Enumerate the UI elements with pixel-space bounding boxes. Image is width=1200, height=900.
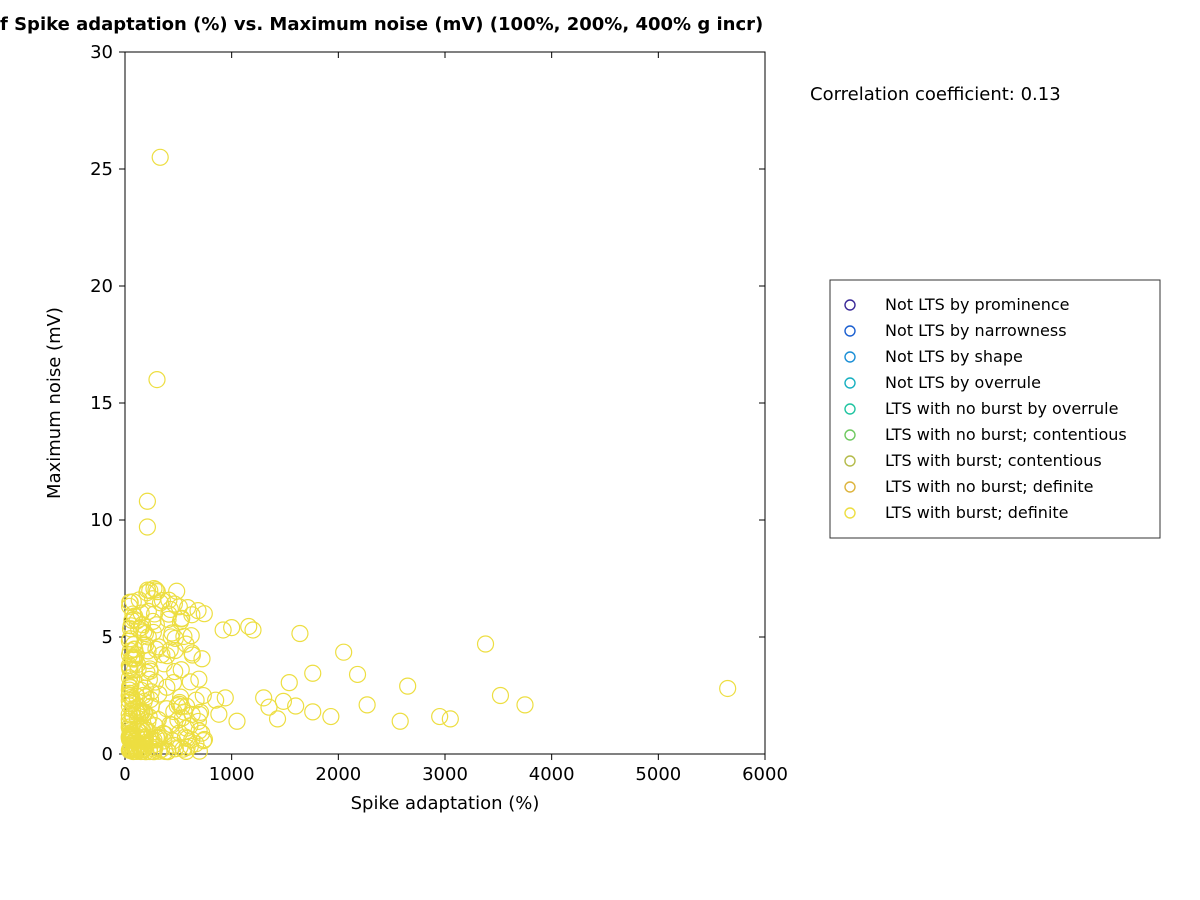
- y-axis-label: Maximum noise (mV): [44, 307, 65, 499]
- legend-label: LTS with burst; definite: [885, 503, 1069, 522]
- x-tick-label: 4000: [529, 764, 575, 785]
- legend: Not LTS by prominence Not LTS by narrowne…: [830, 280, 1160, 538]
- y-tick-label: 0: [102, 744, 113, 765]
- correlation-annotation: Correlation coefficient: 0.13: [810, 84, 1061, 105]
- legend-label: LTS with no burst by overrule: [885, 399, 1118, 418]
- legend-label: LTS with burst; contentious: [885, 451, 1102, 470]
- x-axis-label: Spike adaptation (%): [351, 793, 540, 814]
- legend-label: Not LTS by prominence: [885, 295, 1070, 314]
- legend-label: Not LTS by overrule: [885, 373, 1041, 392]
- x-tick-label: 3000: [422, 764, 468, 785]
- legend-label: Not LTS by narrowness: [885, 321, 1067, 340]
- chart-title: f Spike adaptation (%) vs. Maximum noise…: [0, 14, 763, 35]
- y-tick-label: 10: [90, 510, 113, 531]
- x-tick-label: 1000: [209, 764, 255, 785]
- x-tick-label: 5000: [635, 764, 681, 785]
- x-tick-label: 2000: [315, 764, 361, 785]
- y-tick-label: 30: [90, 42, 113, 63]
- legend-label: Not LTS by shape: [885, 347, 1023, 366]
- y-tick-label: 5: [102, 627, 113, 648]
- y-tick-label: 20: [90, 276, 113, 297]
- legend-label: LTS with no burst; definite: [885, 477, 1094, 496]
- x-tick-label: 0: [119, 764, 130, 785]
- y-tick-label: 15: [90, 393, 113, 414]
- x-tick-label: 6000: [742, 764, 788, 785]
- legend-label: LTS with no burst; contentious: [885, 425, 1127, 444]
- y-tick-label: 25: [90, 159, 113, 180]
